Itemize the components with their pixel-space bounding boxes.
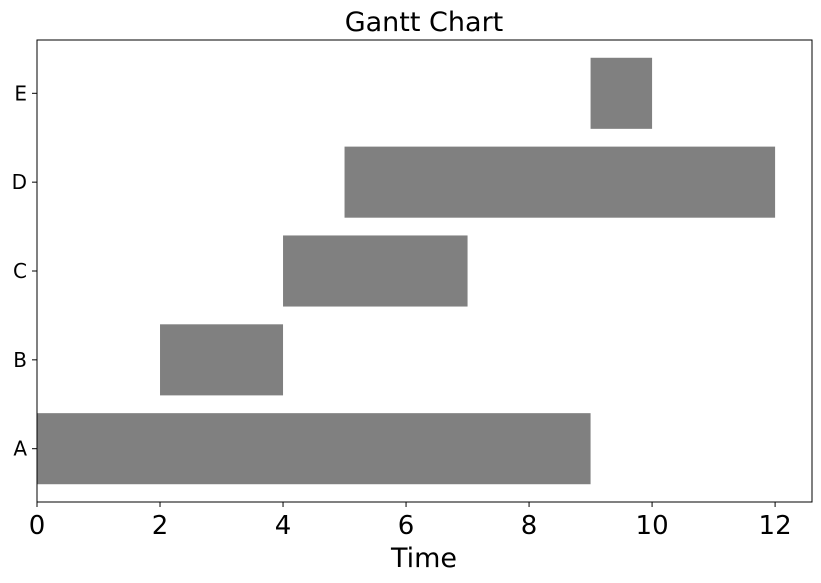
chart-title: Gantt Chart (345, 7, 504, 38)
x-tick-label: 6 (398, 511, 415, 541)
x-axis: 0 2 4 6 8 10 12 (29, 502, 792, 541)
task-bar-a (37, 413, 591, 485)
bars-layer (37, 57, 776, 485)
x-axis-label: Time (390, 543, 457, 574)
y-tick-label: E (14, 81, 27, 105)
task-bar-d (344, 146, 776, 218)
y-tick-label: B (13, 348, 27, 372)
y-tick-label: C (13, 259, 27, 283)
task-bar-e (590, 57, 653, 129)
x-tick-label: 0 (29, 511, 46, 541)
x-tick-label: 2 (152, 511, 169, 541)
y-tick-label: A (13, 437, 27, 461)
task-bar-b (160, 324, 284, 396)
x-tick-label: 12 (759, 511, 792, 541)
x-tick-label: 4 (275, 511, 292, 541)
y-tick-label: D (12, 170, 27, 194)
y-axis: A B C D E (12, 81, 37, 461)
plot-frame (36, 39, 813, 503)
x-tick-label: 10 (636, 511, 669, 541)
x-tick-label: 8 (521, 511, 538, 541)
task-bar-c (283, 235, 468, 307)
